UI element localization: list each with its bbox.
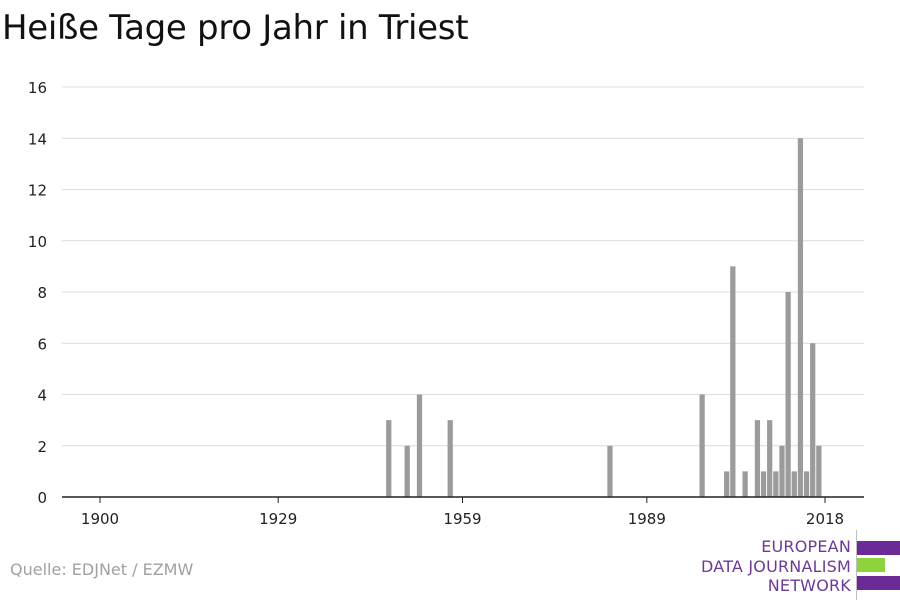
bar-2015 xyxy=(803,471,810,497)
bar-2007 xyxy=(754,420,761,497)
bar-1983 xyxy=(607,445,613,497)
bar-2012 xyxy=(785,292,791,497)
bar-2013 xyxy=(791,471,797,497)
y-tick-label-6: 6 xyxy=(37,335,47,353)
x-tick-labels: 1900 1929 1959 1989 2018 xyxy=(81,510,844,528)
chart-title: Heiße Tage pro Jahr in Triest xyxy=(2,8,469,48)
bar-series xyxy=(386,138,822,497)
y-tick-label-8: 8 xyxy=(37,284,47,302)
x-tick-label-2018: 2018 xyxy=(806,510,844,528)
y-tick-label-12: 12 xyxy=(28,182,47,200)
bar-2002 xyxy=(724,471,730,497)
bar-2008 xyxy=(760,471,767,497)
y-tick-label-2: 2 xyxy=(37,438,47,456)
y-tick-label-10: 10 xyxy=(28,233,47,251)
bar-1952 xyxy=(416,394,423,497)
bar-1957 xyxy=(447,420,453,497)
bar-2010 xyxy=(773,471,779,497)
y-tick-label-0: 0 xyxy=(37,489,47,507)
bar-1947 xyxy=(386,420,392,497)
logo-bar-1 xyxy=(857,541,900,555)
axes xyxy=(62,496,864,503)
x-tick-label-1900: 1900 xyxy=(81,510,119,528)
bar-2016 xyxy=(810,343,816,497)
logo-line-3: NETWORK xyxy=(767,576,851,595)
logo-bar-3 xyxy=(857,576,900,590)
y-tick-label-16: 16 xyxy=(28,79,47,97)
logo-line-1: EUROPEAN xyxy=(761,537,851,556)
bar-2014 xyxy=(797,138,804,497)
gridlines xyxy=(62,86,864,447)
bar-2003 xyxy=(730,266,736,497)
bar-2009 xyxy=(767,420,773,497)
logo-line-2: DATA JOURNALISM xyxy=(701,557,851,576)
x-tick-label-1929: 1929 xyxy=(259,510,297,528)
bar-2005 xyxy=(742,471,748,497)
bar-1998 xyxy=(699,394,705,497)
logo-bar-2 xyxy=(857,558,885,572)
y-tick-labels: 0 2 4 6 8 10 12 14 16 xyxy=(28,79,47,507)
y-tick-label-4: 4 xyxy=(37,387,47,405)
x-tick-label-1959: 1959 xyxy=(443,510,481,528)
bar-2017 xyxy=(816,445,822,497)
edjnet-logo: EUROPEAN DATA JOURNALISM NETWORK xyxy=(700,530,900,600)
y-tick-label-14: 14 xyxy=(28,130,47,148)
source-note: Quelle: EDJNet / EZMW xyxy=(10,560,194,579)
bar-1950 xyxy=(404,445,410,497)
bar-2011 xyxy=(779,445,785,497)
logo-divider xyxy=(856,530,857,600)
x-tick-label-1989: 1989 xyxy=(628,510,666,528)
